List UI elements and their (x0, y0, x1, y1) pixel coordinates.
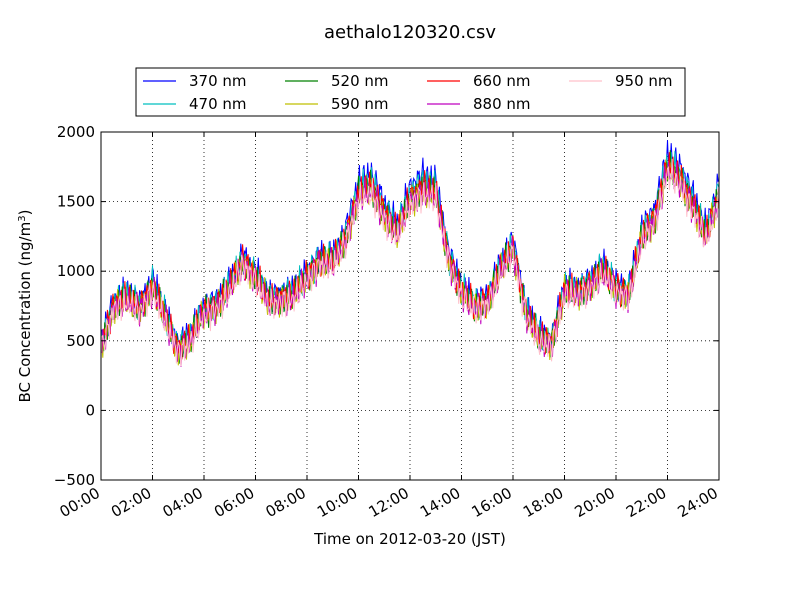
legend-label: 520 nm (331, 72, 389, 90)
y-axis-label: BC Concentration (ng/m3) (16, 210, 34, 403)
y-axis-label-superscript: 3 (17, 215, 28, 221)
x-axis-label: Time on 2012-03-20 (JST) (313, 530, 506, 548)
series-line-950-nm (100, 158, 720, 367)
y-tick-label: 500 (66, 332, 95, 350)
legend-frame (135, 67, 686, 117)
series-layer (100, 140, 720, 367)
legend-label: 880 nm (473, 95, 531, 113)
y-axis-label-end: ) (16, 210, 34, 216)
legend-label: 370 nm (189, 72, 247, 90)
legend-label: 470 nm (189, 95, 247, 113)
legend: 370 nm 470 nm 520 nm 590 nm 660 nm 880 nm 950 … (135, 67, 686, 117)
y-axis-label-main: BC Concentration (ng/m (16, 222, 34, 403)
legend-label: 660 nm (473, 72, 531, 90)
y-tick-label: 1000 (57, 262, 95, 280)
y-tick-label: −500 (54, 471, 95, 489)
y-tick-label: 2000 (57, 123, 95, 141)
legend-label: 950 nm (615, 72, 673, 90)
legend-label: 590 nm (331, 95, 389, 113)
y-tick-label: 0 (85, 401, 95, 419)
chart-title: aethalo120320.csv (324, 22, 496, 43)
y-tick-label: 1500 (57, 193, 95, 211)
